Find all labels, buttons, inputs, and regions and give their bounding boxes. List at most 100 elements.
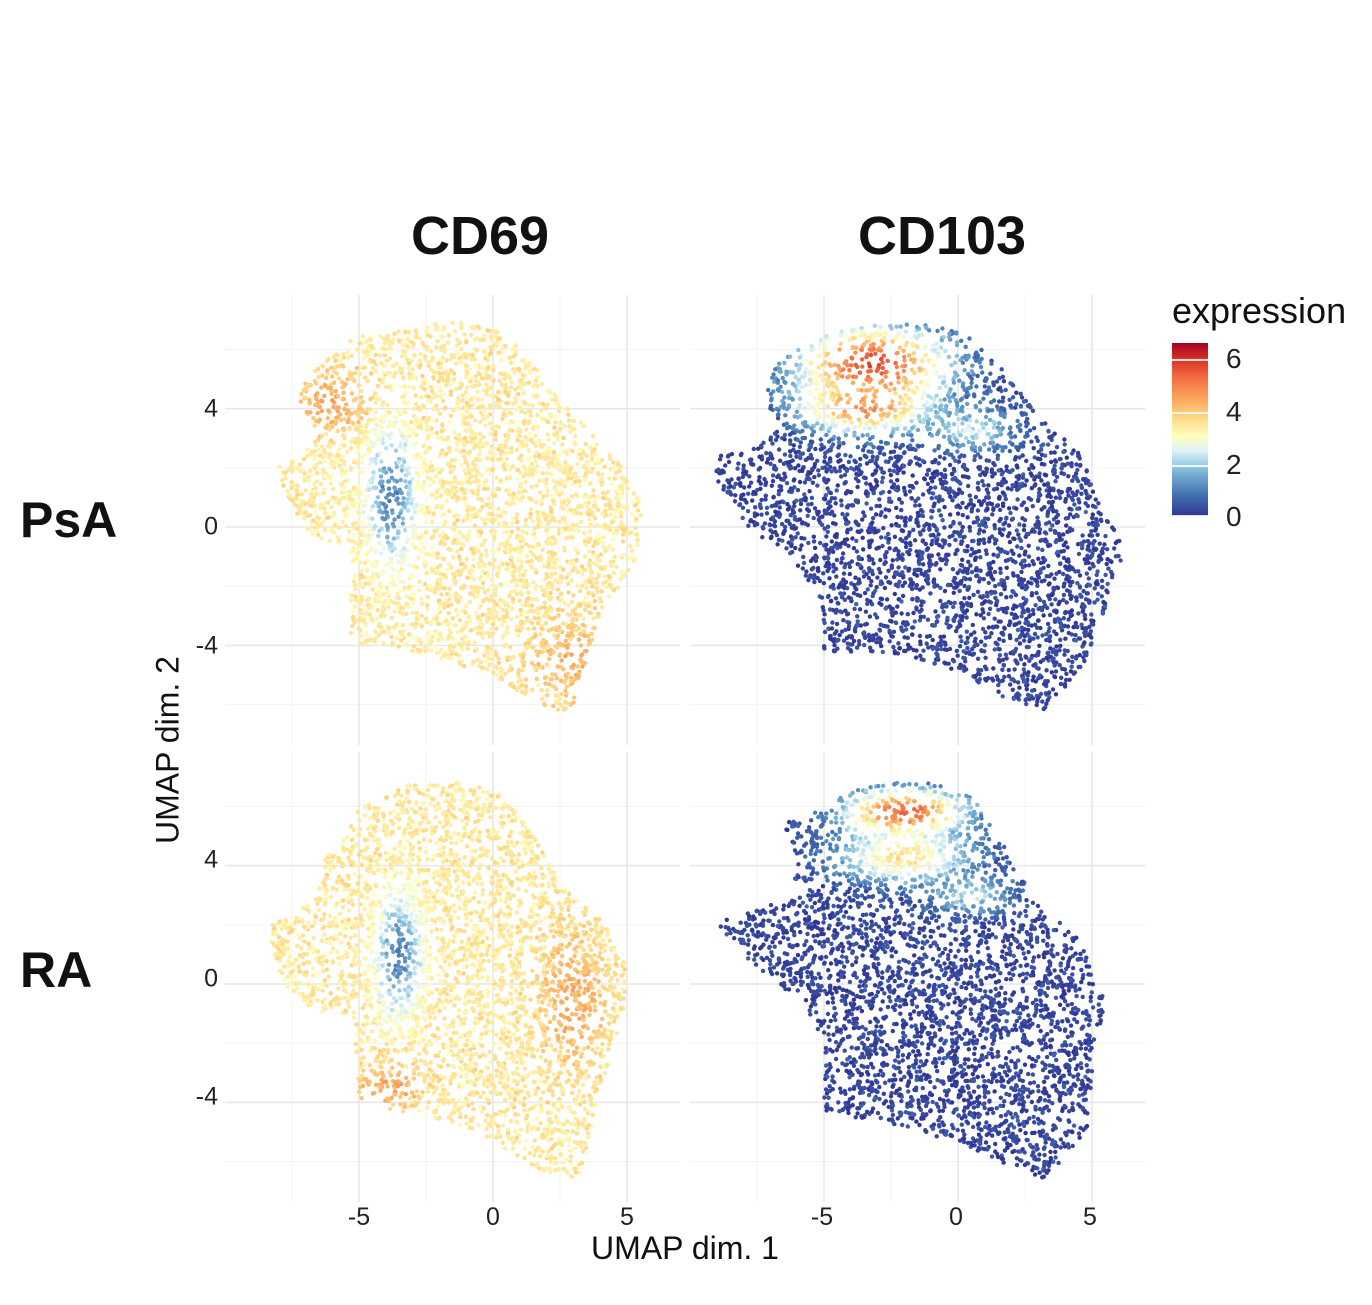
cell-point — [521, 474, 526, 479]
cell-point — [533, 649, 539, 654]
cell-point — [490, 328, 495, 333]
cell-point — [363, 424, 369, 430]
cell-point — [592, 605, 597, 611]
cell-point — [471, 549, 476, 555]
cell-point — [484, 666, 489, 671]
cell-point — [733, 481, 738, 486]
cell-point — [550, 493, 555, 498]
cell-point — [505, 401, 510, 406]
cell-point — [1038, 625, 1043, 631]
cell-point — [635, 542, 640, 548]
cell-point — [336, 405, 341, 410]
cell-point — [587, 517, 592, 522]
cell-point — [462, 535, 467, 540]
cell-point — [341, 351, 346, 357]
cell-point — [417, 648, 423, 653]
cell-point — [486, 365, 491, 371]
cell-point — [806, 502, 811, 507]
cell-point — [367, 612, 373, 618]
cell-point — [398, 477, 403, 483]
cell-point — [543, 517, 548, 522]
cell-point — [358, 601, 363, 606]
cell-point — [570, 599, 575, 605]
cell-point — [550, 672, 555, 677]
cell-point — [995, 456, 1000, 461]
cell-point — [468, 518, 473, 523]
cell-point — [526, 638, 531, 643]
cell-point — [490, 520, 495, 525]
cell-point — [865, 601, 870, 606]
cell-point — [406, 330, 412, 335]
cell-point — [501, 461, 507, 466]
cell-point — [331, 355, 336, 360]
cell-point — [509, 411, 514, 416]
cell-point — [403, 642, 409, 648]
cell-point — [583, 500, 588, 505]
cell-point — [552, 615, 557, 621]
cell-point — [402, 459, 407, 464]
cell-point — [498, 513, 503, 519]
cell-point — [370, 571, 376, 577]
cell-point — [947, 542, 952, 548]
cell-point — [458, 562, 464, 567]
cell-point — [490, 467, 495, 472]
cell-point — [569, 622, 574, 627]
cell-point — [575, 583, 580, 588]
cell-point — [462, 435, 468, 441]
cell-point — [580, 664, 585, 669]
cell-point — [877, 640, 883, 645]
cell-point — [364, 339, 369, 344]
cell-point — [957, 588, 962, 594]
cell-point — [456, 554, 462, 559]
cell-point — [488, 344, 493, 350]
cell-point — [355, 448, 360, 453]
cell-point — [380, 370, 386, 375]
cell-point — [357, 546, 362, 551]
cell-point — [571, 426, 576, 432]
cell-point — [565, 671, 570, 677]
cell-point — [563, 479, 569, 484]
cell-point — [822, 629, 828, 635]
cell-point — [466, 466, 471, 472]
cell-point — [402, 505, 407, 510]
cell-point — [367, 537, 373, 543]
cell-point — [530, 529, 535, 535]
cell-point — [377, 481, 383, 486]
cell-point — [499, 666, 504, 671]
cell-point — [314, 479, 319, 484]
cell-point — [457, 340, 463, 346]
cell-point — [384, 446, 389, 451]
cell-point — [534, 546, 539, 551]
cell-point — [600, 490, 606, 496]
cell-point — [782, 524, 788, 530]
cell-point — [484, 371, 489, 376]
cell-point — [551, 441, 557, 446]
cell-point — [333, 419, 339, 424]
cell-point — [444, 358, 449, 363]
cell-point — [311, 415, 316, 421]
cell-point — [618, 510, 624, 515]
cell-point — [904, 340, 910, 345]
cell-point — [434, 630, 439, 635]
cell-point — [482, 483, 488, 488]
cell-point — [339, 468, 345, 473]
cell-point — [576, 528, 582, 534]
cell-point — [470, 375, 475, 381]
cell-point — [543, 621, 549, 626]
cell-point — [966, 439, 971, 445]
cell-point — [434, 430, 440, 436]
cell-point — [457, 653, 462, 658]
cell-point — [528, 511, 533, 516]
cell-point — [357, 618, 362, 623]
cell-point — [754, 512, 760, 517]
cell-point — [342, 383, 347, 388]
cell-point — [342, 443, 347, 448]
cell-point — [984, 590, 990, 595]
cell-point — [377, 377, 382, 382]
cell-point — [442, 601, 447, 607]
cell-point — [409, 622, 414, 627]
cell-point — [380, 380, 385, 385]
cell-point — [625, 486, 630, 491]
cell-point — [973, 494, 979, 500]
cell-point — [466, 533, 471, 538]
